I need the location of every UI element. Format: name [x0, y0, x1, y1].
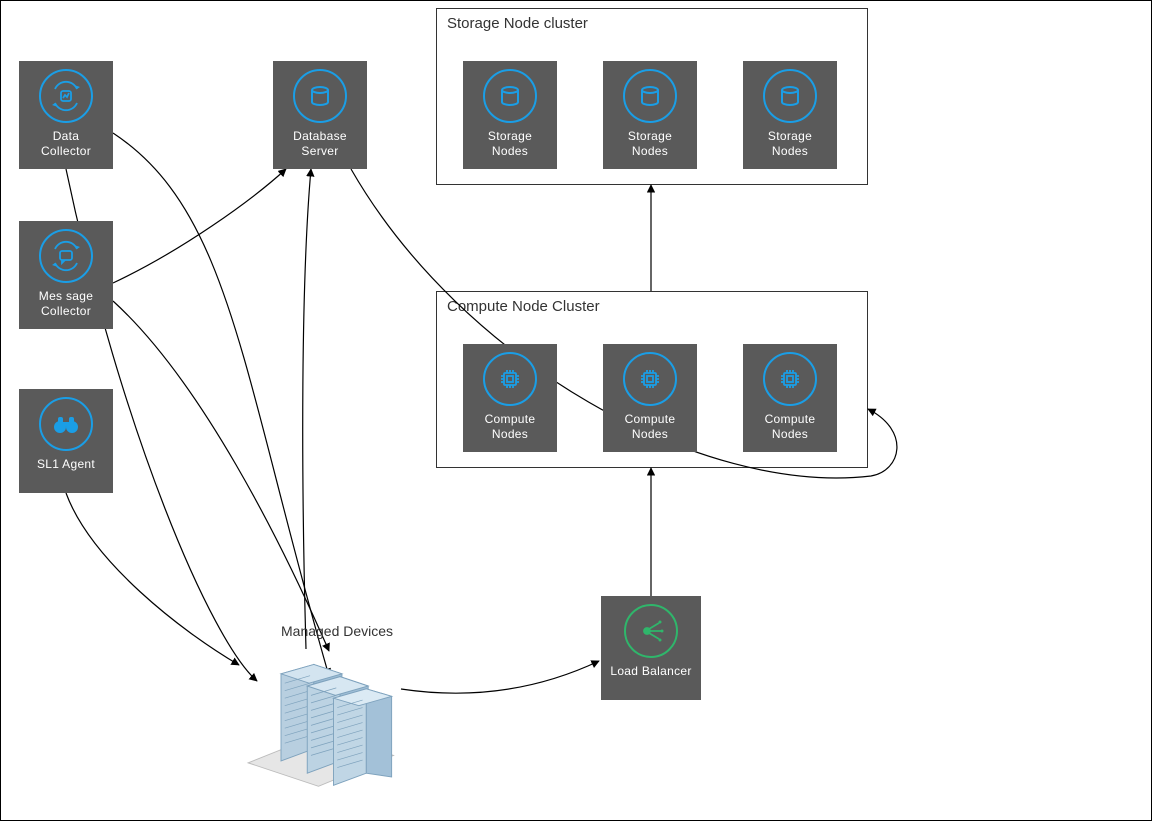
compute-node-3-label: Compute Nodes	[765, 412, 816, 442]
database-icon	[293, 69, 347, 123]
database-icon	[763, 69, 817, 123]
chip-icon	[763, 352, 817, 406]
sl1-agent-label: SL1 Agent	[37, 457, 95, 472]
storage-node-3: Storage Nodes	[743, 61, 837, 169]
compute-node-2-label: Compute Nodes	[625, 412, 676, 442]
chip-icon	[623, 352, 677, 406]
message-collector-node: Mes sage Collector	[19, 221, 113, 329]
compute-node-3: Compute Nodes	[743, 344, 837, 452]
data-collector-node: Data Collector	[19, 61, 113, 169]
chip-icon	[483, 352, 537, 406]
storage-node-1-label: Storage Nodes	[488, 129, 532, 159]
cycle-dashboard-icon	[39, 69, 93, 123]
load-balancer-node: Load Balancer	[601, 596, 701, 700]
storage-node-2-label: Storage Nodes	[628, 129, 672, 159]
storage-node-1: Storage Nodes	[463, 61, 557, 169]
sl1-agent-node: SL1 Agent	[19, 389, 113, 493]
compute-node-1-label: Compute Nodes	[485, 412, 536, 442]
data-collector-label: Data Collector	[41, 129, 91, 159]
load-balancer-label: Load Balancer	[610, 664, 691, 679]
storage-cluster-title: Storage Node cluster	[447, 15, 588, 32]
database-server-label: Database Server	[293, 129, 347, 159]
database-server-node: Database Server	[273, 61, 367, 169]
diagram-canvas: Storage Node cluster Compute Node Cluste…	[0, 0, 1152, 821]
binoculars-icon	[39, 397, 93, 451]
compute-node-1: Compute Nodes	[463, 344, 557, 452]
compute-cluster-title: Compute Node Cluster	[447, 298, 600, 315]
managed-devices-icon	[231, 641, 406, 791]
database-icon	[623, 69, 677, 123]
storage-node-3-label: Storage Nodes	[768, 129, 812, 159]
storage-node-2: Storage Nodes	[603, 61, 697, 169]
message-collector-label: Mes sage Collector	[39, 289, 93, 319]
managed-devices-label: Managed Devices	[281, 623, 393, 639]
lb-icon	[624, 604, 678, 658]
cycle-message-icon	[39, 229, 93, 283]
database-icon	[483, 69, 537, 123]
compute-node-2: Compute Nodes	[603, 344, 697, 452]
